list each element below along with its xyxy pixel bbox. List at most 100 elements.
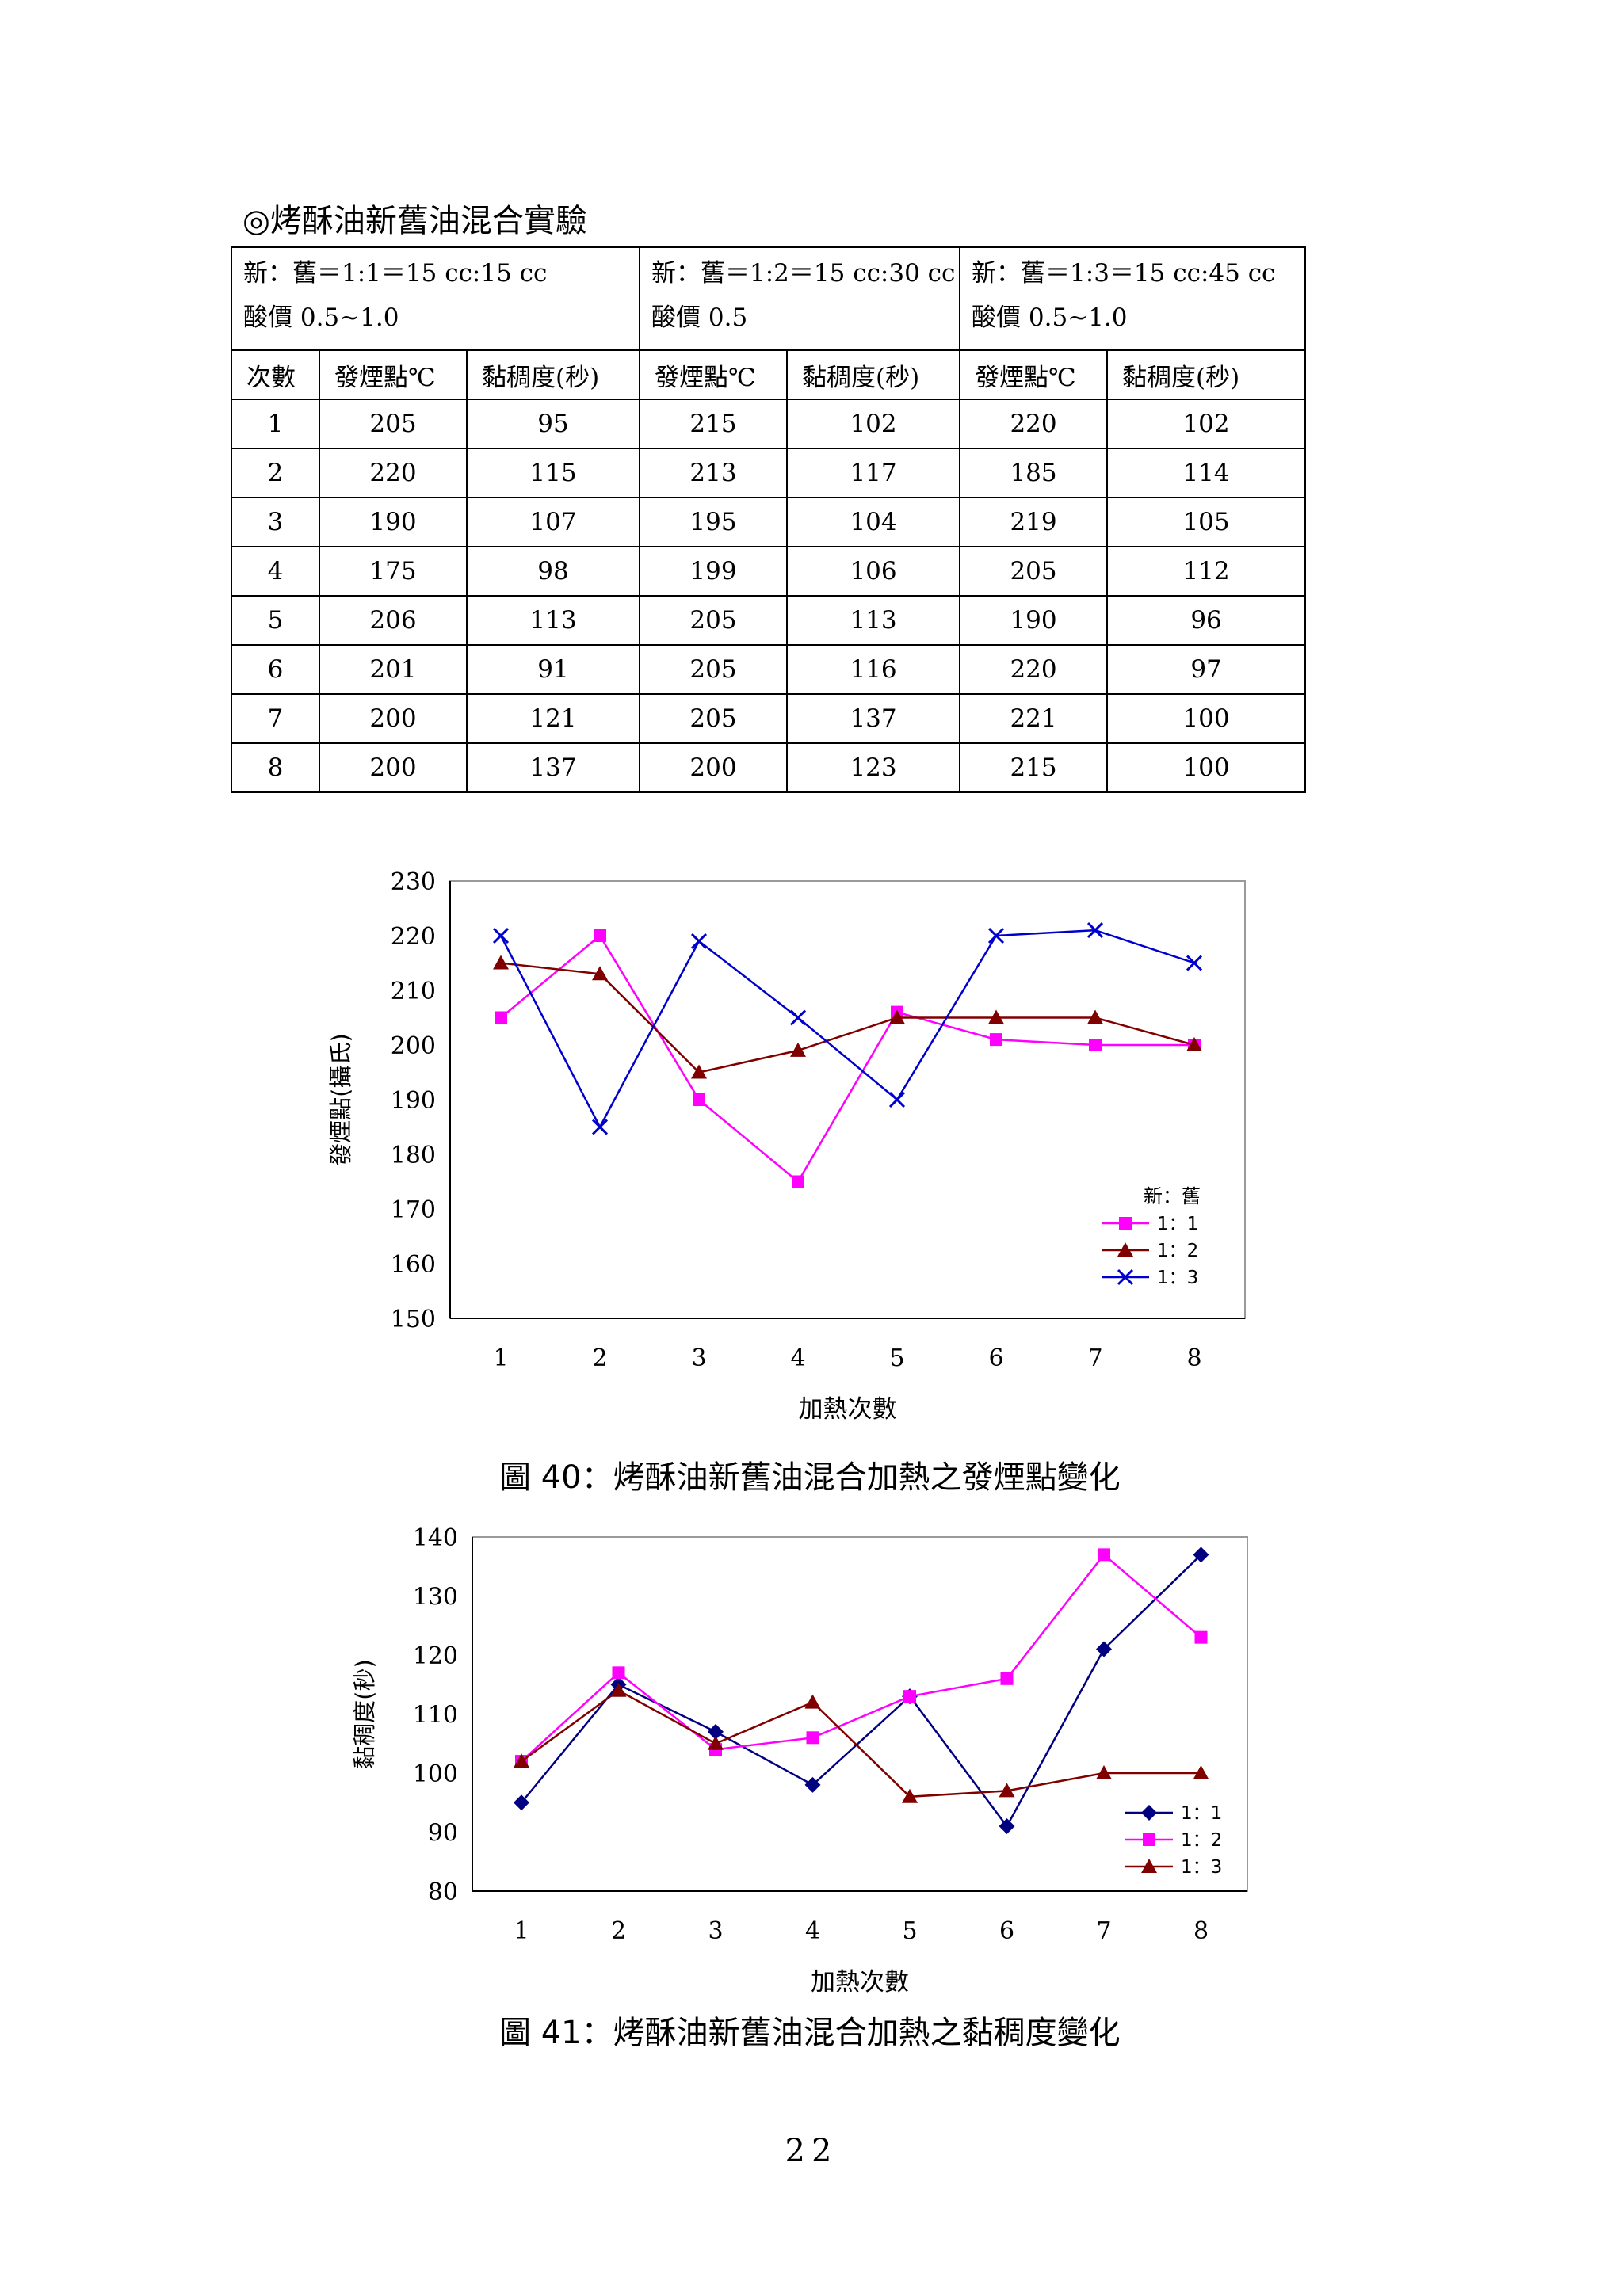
legend-marker (1117, 1268, 1134, 1286)
column-header-row: 次數 發煙點℃ 黏稠度(秒) 發煙點℃ 黏稠度(秒) 發煙點℃ 黏稠度(秒) (231, 349, 1307, 400)
table-cell: 215 (959, 742, 1109, 793)
legend-label: 1：2 (1157, 1241, 1198, 1261)
data-point (1098, 1548, 1110, 1562)
data-point (1193, 1765, 1209, 1779)
data-point (987, 927, 1005, 944)
legend-marker (1119, 1217, 1132, 1230)
table-cell: 199 (639, 546, 789, 597)
group-header-3: 新：舊＝1:3＝15 cc:45 cc 酸價 0.5~1.0 (959, 246, 1307, 351)
series-line (521, 1689, 1201, 1798)
table-cell: 1 (231, 399, 320, 449)
x-tick-label: 3 (708, 1917, 723, 1945)
legend-label: 1：2 (1181, 1830, 1222, 1851)
data-point-stroke (888, 1091, 906, 1108)
table-cell: 6 (231, 644, 320, 695)
data-point (990, 1033, 1002, 1047)
table-cell: 91 (465, 644, 641, 695)
x-tick-label: 5 (889, 1344, 904, 1372)
data-point (592, 966, 608, 981)
table-cell: 100 (1106, 693, 1307, 744)
col-header-count: 次數 (231, 349, 320, 400)
table-cell: 3 (231, 497, 320, 547)
legend-marker (1141, 1805, 1157, 1821)
legend-marker (1143, 1833, 1155, 1846)
data-point (1087, 1009, 1103, 1024)
x-axis-label: 加熱次數 (811, 1968, 909, 1997)
table-cell: 206 (319, 595, 468, 646)
y-tick-label: 140 (413, 1524, 458, 1552)
table-cell: 8 (231, 742, 320, 793)
figure-41-caption: 圖 41：烤酥油新舊油混合加熱之黏稠度變化 (499, 2015, 1121, 2051)
legend-title: 新：舊 (1144, 1185, 1201, 1207)
legend-marker (1117, 1242, 1133, 1257)
y-tick-label: 130 (413, 1584, 458, 1611)
legend-label: 1：3 (1181, 1857, 1222, 1878)
table-cell: 123 (786, 742, 961, 793)
table-cell: 190 (959, 595, 1109, 646)
table-cell: 195 (639, 497, 789, 547)
data-point (1096, 1641, 1112, 1657)
legend-label: 1：1 (1181, 1803, 1222, 1824)
legend-label: 1：1 (1157, 1214, 1198, 1234)
data-point-stroke (789, 1009, 807, 1026)
x-tick-label: 2 (611, 1917, 626, 1945)
data-point (804, 1694, 821, 1709)
y-tick-label: 160 (391, 1251, 436, 1279)
y-tick-label: 110 (413, 1702, 458, 1730)
table-cell: 113 (786, 595, 961, 646)
table-cell: 137 (786, 693, 961, 744)
data-point (1096, 1765, 1112, 1779)
data-point (903, 1690, 916, 1703)
col-header-smoke-point: 發煙點℃ (639, 349, 789, 400)
table-cell: 220 (959, 644, 1109, 695)
y-tick-label: 180 (391, 1142, 436, 1169)
group-acid-value: 酸價 0.5~1.0 (243, 303, 399, 332)
table-cell: 115 (465, 448, 641, 498)
data-point (999, 1783, 1015, 1798)
table-cell: 220 (319, 448, 468, 498)
data-point (806, 1731, 819, 1745)
table-row: 1 205 95 215 102 220 102 (231, 399, 1307, 449)
data-point (495, 1011, 507, 1024)
legend-marker (1141, 1859, 1157, 1873)
table-cell: 104 (786, 497, 961, 547)
table-cell: 98 (465, 546, 641, 597)
group-acid-value: 酸價 0.5 (651, 303, 748, 332)
series-line (500, 962, 1195, 1074)
table-cell: 117 (786, 448, 961, 498)
data-point (492, 927, 510, 944)
table-cell: 2 (231, 448, 320, 498)
data-point (1186, 1037, 1202, 1051)
y-tick-label: 200 (391, 1032, 436, 1060)
series-2 (515, 1548, 1208, 1768)
table-cell: 175 (319, 546, 468, 597)
y-tick-label: 170 (391, 1196, 436, 1224)
y-tick-label: 80 (428, 1878, 458, 1906)
x-tick-label: 6 (999, 1917, 1014, 1945)
plot-area (472, 1536, 1248, 1892)
table-cell: 201 (319, 644, 468, 695)
data-point (691, 1064, 707, 1079)
table-cell: 219 (959, 497, 1109, 547)
data-point (514, 1753, 529, 1768)
table-cell: 95 (465, 399, 641, 449)
table-cell: 215 (639, 399, 789, 449)
data-point (902, 1788, 918, 1803)
table-cell: 137 (465, 742, 641, 793)
series-3 (514, 1682, 1209, 1803)
table-cell: 4 (231, 546, 320, 597)
smoke-point-chart-svg: 150 160 170 180 190 200 210 220 230 1 2 3 4 5 6 7 8 加熱次數 發… (327, 868, 1246, 1424)
x-tick-label: 1 (514, 1917, 529, 1945)
table-row: 4 175 98 199 106 205 112 (231, 546, 1307, 597)
data-point (1000, 1672, 1014, 1685)
table-cell: 205 (959, 546, 1109, 597)
series-line (499, 929, 1195, 1130)
table-row: 2 220 115 213 117 185 114 (231, 448, 1307, 498)
x-tick-label: 2 (592, 1344, 607, 1372)
legend-label: 1：3 (1157, 1268, 1198, 1288)
table-cell: 213 (639, 448, 789, 498)
viscosity-chart-svg: 80 90 100 110 120 130 140 1 2 3 4 5 6 7 8 加熱次數 黏稠度(秒) 1：1… (351, 1524, 1248, 1997)
table-cell: 205 (639, 693, 789, 744)
data-point (789, 1009, 807, 1026)
y-tick-label: 190 (391, 1087, 436, 1115)
